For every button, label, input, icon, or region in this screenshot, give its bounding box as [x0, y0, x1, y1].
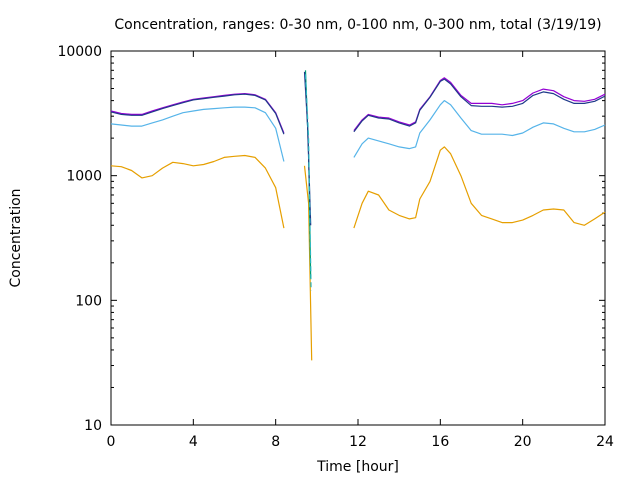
series-5-line	[353, 78, 606, 133]
x-axis-label: Time [hour]	[316, 459, 399, 475]
y-tick-label: 10000	[57, 44, 102, 60]
series-1-line	[353, 146, 606, 229]
y-tick-label: 100	[75, 293, 102, 309]
y-tick-label: 10	[84, 418, 102, 434]
series-5-line	[110, 93, 285, 135]
x-tick-label: 20	[514, 434, 532, 450]
series-2-line	[353, 99, 606, 158]
plot-frame	[110, 50, 606, 426]
series-4-line	[353, 77, 606, 131]
y-axis: 10 100 1000 10000	[57, 44, 605, 434]
series-1-line	[110, 154, 285, 229]
chart-title: Concentration, ranges: 0-30 nm, 0-100 nm…	[114, 17, 601, 33]
series-1-line	[303, 165, 313, 361]
x-tick-label: 24	[596, 434, 614, 450]
series-2-line	[110, 106, 285, 162]
series-layer	[110, 70, 606, 361]
x-tick-label: 8	[271, 434, 280, 450]
x-tick-label: 4	[189, 434, 198, 450]
x-tick-label: 0	[107, 434, 116, 450]
x-tick-label: 12	[349, 434, 367, 450]
x-tick-label: 16	[431, 434, 449, 450]
y-axis-label: Concentration	[8, 188, 24, 287]
y-tick-label: 1000	[66, 169, 102, 185]
x-axis: 0 4 8 12 16 20 24	[107, 51, 614, 450]
